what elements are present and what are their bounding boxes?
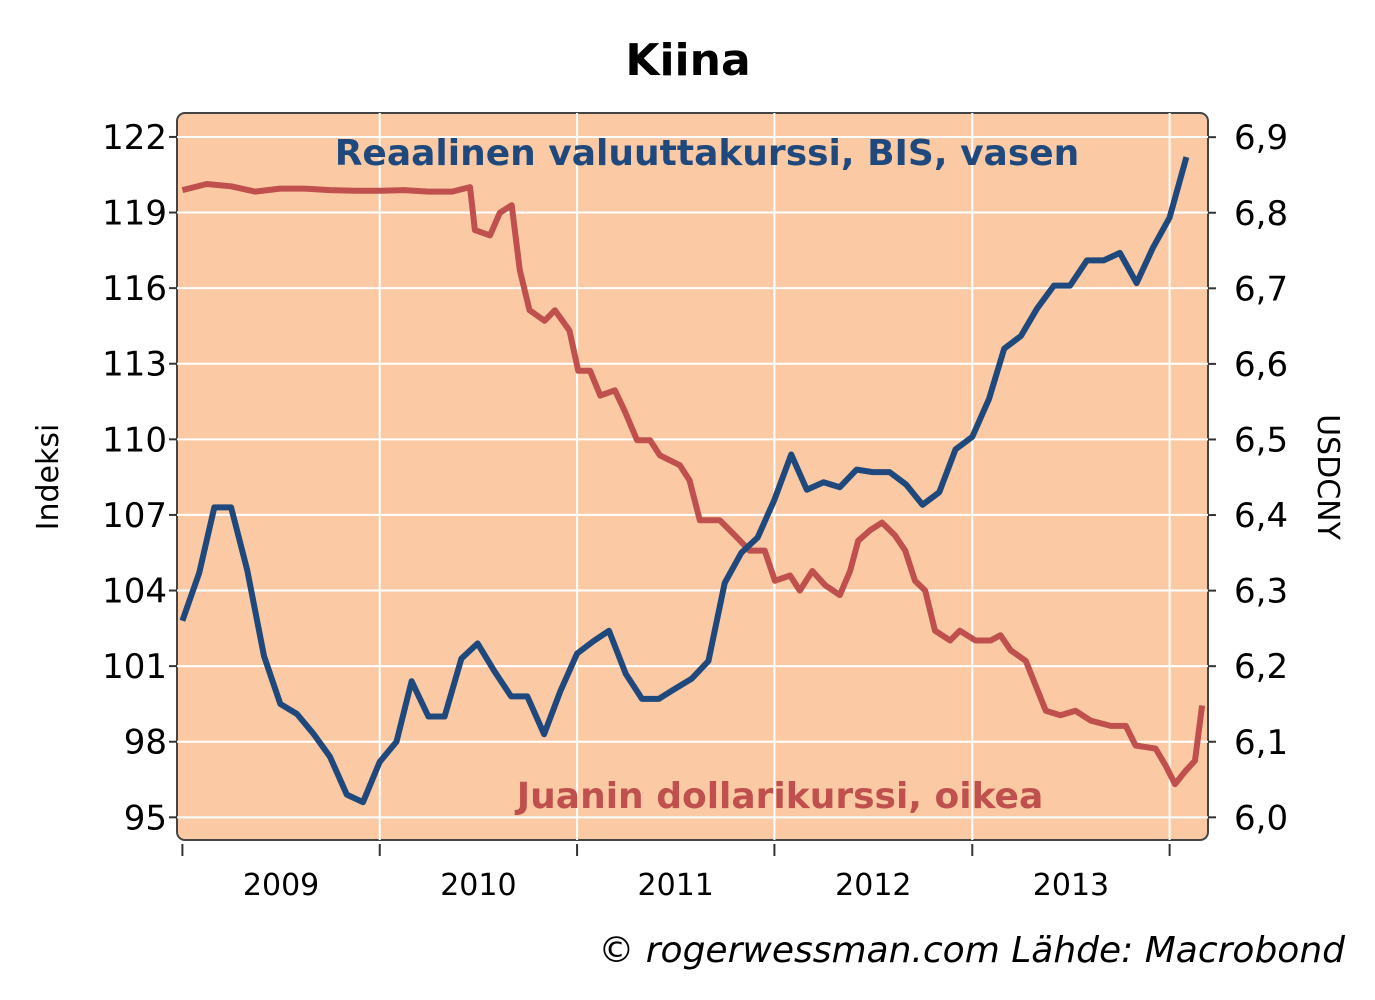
chart-title: Kiina bbox=[625, 35, 750, 86]
series-label-blue: Reaalinen valuuttakurssi, BIS, vasen bbox=[335, 133, 1080, 174]
y-left-tick-label: 95 bbox=[124, 798, 167, 838]
series-line-real-exchange-rate bbox=[179, 156, 1190, 806]
y-right-tick-label: 6,4 bbox=[1234, 496, 1288, 536]
y-left-title: Indeksi bbox=[31, 424, 66, 531]
axis-ticks: 95 98 101 104 107 110 113 116 119 122 6,0 6,1 6,2 6,3… bbox=[102, 118, 1288, 903]
x-tick-label: 2009 bbox=[243, 868, 319, 903]
series-label-red: Juanin dollarikurssi, oikea bbox=[514, 776, 1044, 817]
y-left-tick-label: 122 bbox=[102, 118, 167, 158]
series-lines bbox=[179, 156, 1206, 806]
y-right-tick-label: 6,0 bbox=[1234, 798, 1288, 838]
x-tick-label: 2010 bbox=[440, 868, 516, 903]
y-right-tick-label: 6,7 bbox=[1234, 269, 1288, 309]
x-tick-label: 2011 bbox=[638, 868, 714, 903]
y-right-tick-label: 6,2 bbox=[1234, 647, 1288, 687]
y-right-tick-label: 6,3 bbox=[1234, 572, 1288, 612]
x-tick-label: 2012 bbox=[835, 868, 911, 903]
y-left-tick-label: 104 bbox=[102, 572, 167, 612]
y-left-tick-label: 101 bbox=[102, 647, 167, 687]
plot-area bbox=[176, 112, 1209, 841]
y-right-tick-label: 6,9 bbox=[1234, 118, 1288, 158]
gridlines bbox=[177, 113, 1208, 840]
y-left-tick-label: 119 bbox=[102, 194, 167, 234]
y-left-tick-label: 98 bbox=[124, 723, 167, 763]
source-note: © rogerwessman.com Lähde: Macrobond bbox=[598, 930, 1346, 971]
y-left-tick-label: 110 bbox=[102, 420, 167, 460]
y-left-tick-label: 107 bbox=[102, 496, 167, 536]
y-right-tick-label: 6,1 bbox=[1234, 723, 1288, 763]
y-left-tick-label: 113 bbox=[102, 345, 167, 385]
x-tick-label: 2013 bbox=[1033, 868, 1109, 903]
y-right-tick-label: 6,8 bbox=[1234, 194, 1288, 234]
y-left-tick-label: 116 bbox=[102, 269, 167, 309]
y-right-tick-label: 6,5 bbox=[1234, 420, 1288, 460]
y-right-title: USDCNY bbox=[1310, 414, 1345, 540]
y-right-tick-label: 6,6 bbox=[1234, 345, 1288, 385]
